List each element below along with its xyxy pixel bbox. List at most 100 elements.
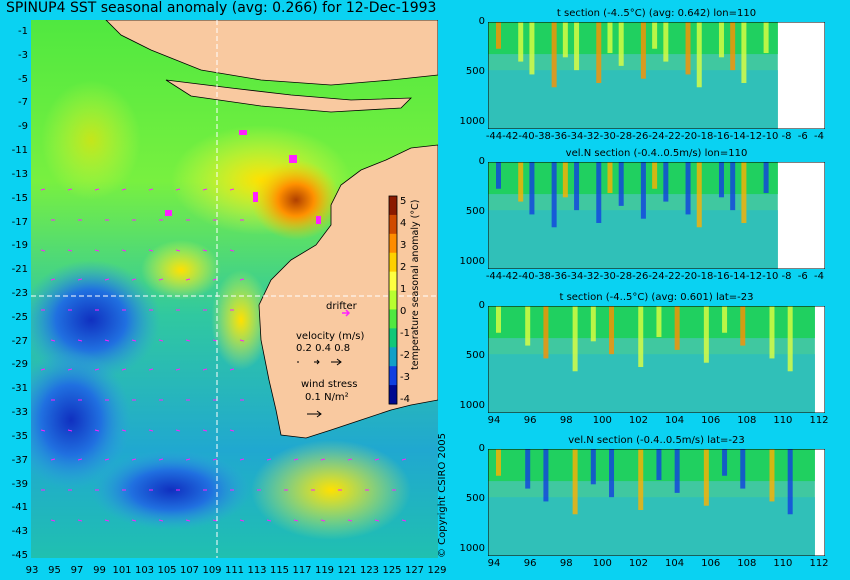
section-x-tick-label: -40: [518, 271, 535, 282]
velocity-arrow: [40, 249, 46, 252]
section-feature: [607, 162, 613, 194]
velocity-arrow: [212, 339, 218, 342]
section-x-tick-label: -28: [615, 131, 633, 142]
velocity-scale-value: 0.8: [334, 343, 351, 354]
velocity-arrow-0-8: [331, 358, 342, 366]
lat-tick-label: -41: [11, 502, 28, 514]
section-feature: [496, 162, 501, 189]
velocity-arrow: [94, 249, 100, 252]
section-deep: [488, 497, 815, 556]
velocity-arrow: [148, 429, 154, 432]
velocity-arrow: [67, 249, 73, 252]
section-feature: [674, 449, 680, 493]
lat-tick-label: -37: [11, 454, 28, 466]
section-feature: [543, 449, 549, 502]
anomaly-blob: [251, 160, 341, 240]
section-x-tick-label: 106: [701, 415, 721, 426]
velocity-arrow: [175, 429, 181, 432]
velocity-arrow-0-4: [314, 359, 320, 365]
depth-tick-label: 0: [478, 16, 485, 27]
velocity-label: velocity (m/s): [296, 331, 365, 342]
section-x-tick-label: 98: [559, 415, 573, 426]
lat-tick-label: -35: [11, 430, 28, 442]
velocity-arrow: [148, 368, 154, 371]
drifter-label: drifter: [326, 301, 357, 312]
section-x-tick-label: 102: [628, 415, 648, 426]
drifter-legend-icon: [342, 309, 351, 317]
depth-tick-label: 1000: [459, 399, 485, 411]
section-x-tick-label: -16: [713, 271, 730, 282]
drifter-marker: [316, 216, 321, 224]
map-title: SPINUP4 SST seasonal anomaly (avg: 0.266…: [6, 0, 437, 16]
lon-tick-label: 99: [93, 565, 106, 576]
section-x-tick-label: 96: [523, 558, 537, 569]
velocity-arrow: [347, 519, 353, 522]
velocity-arrow: [175, 368, 181, 371]
section-feature: [696, 162, 702, 228]
section-x-tick-label: 104: [665, 415, 685, 426]
section-plot: [488, 22, 825, 129]
anomaly-blob: [251, 440, 411, 540]
velocity-arrow: [374, 519, 380, 522]
section-feature: [663, 22, 669, 62]
colorbar-tick-label: -4: [400, 394, 410, 405]
velocity-arrow: [77, 278, 83, 281]
lat-tick-label: -23: [11, 288, 28, 299]
section-feature: [740, 449, 746, 489]
lon-tick-label: 129: [427, 565, 447, 576]
sst-map[interactable]: [31, 20, 438, 558]
section-feature: [609, 306, 615, 355]
velocity-arrow: [40, 429, 46, 432]
land-islands: [165, 79, 412, 113]
section-x-tick-label: -4: [814, 271, 824, 282]
section-feature: [572, 449, 578, 515]
velocity-arrow: [94, 429, 100, 432]
velocity-arrow: [293, 458, 299, 461]
velocity-arrow: [158, 278, 164, 281]
section-feature: [590, 306, 596, 342]
wind-label: wind stress: [301, 379, 358, 390]
velocity-arrow: [67, 429, 73, 432]
section-x-tick-label: -8: [781, 131, 792, 142]
section-feature: [609, 449, 615, 498]
section-feature: [769, 306, 775, 359]
depth-tick-label: 0: [478, 443, 485, 454]
section-feature: [718, 22, 724, 58]
lat-tick-label: -31: [11, 383, 28, 395]
velocity-arrow: [121, 249, 127, 252]
section-feature: [763, 162, 769, 194]
colorbar-swatch: [389, 328, 397, 348]
lon-tick-label: 103: [134, 565, 155, 576]
velocity-arrow: [374, 458, 380, 461]
section-title: t section (-4..5°C) (avg: 0.642) lon=110: [556, 8, 757, 19]
section-feature: [740, 306, 746, 346]
anomaly-blob: [211, 270, 271, 370]
section-title: t section (-4..5°C) (avg: 0.601) lat=-23: [559, 292, 754, 303]
depth-tick-label: 0: [478, 300, 485, 311]
velocity-arrow: [131, 519, 137, 522]
lon-tick-label: 109: [202, 565, 222, 576]
section-feature: [703, 306, 709, 363]
lon-tick-label: 101: [112, 565, 132, 576]
drifter-marker: [253, 192, 258, 202]
velocity-arrow: [212, 519, 218, 522]
section-feature: [496, 449, 501, 476]
section-x-tick-label: -8: [781, 271, 792, 282]
section-feature: [518, 22, 524, 62]
section-deep: [488, 354, 815, 413]
colorbar-tick-label: 0: [400, 306, 407, 317]
lon-tick-label: 107: [179, 565, 200, 576]
colorbar-tick-label: -3: [400, 372, 410, 383]
velocity-arrow: [121, 368, 127, 371]
section-feature: [607, 22, 613, 54]
section-feature: [741, 22, 747, 83]
section-feature: [574, 162, 580, 211]
section-deep: [488, 210, 778, 269]
section-feature: [722, 306, 728, 333]
section-x-tick-label: 104: [665, 558, 685, 569]
velocity-arrow: [148, 188, 154, 191]
lon-tick-label: 117: [292, 565, 312, 576]
section-feature: [496, 22, 501, 49]
lon-tick-label: 115: [269, 565, 290, 576]
section-feature: [656, 306, 662, 338]
